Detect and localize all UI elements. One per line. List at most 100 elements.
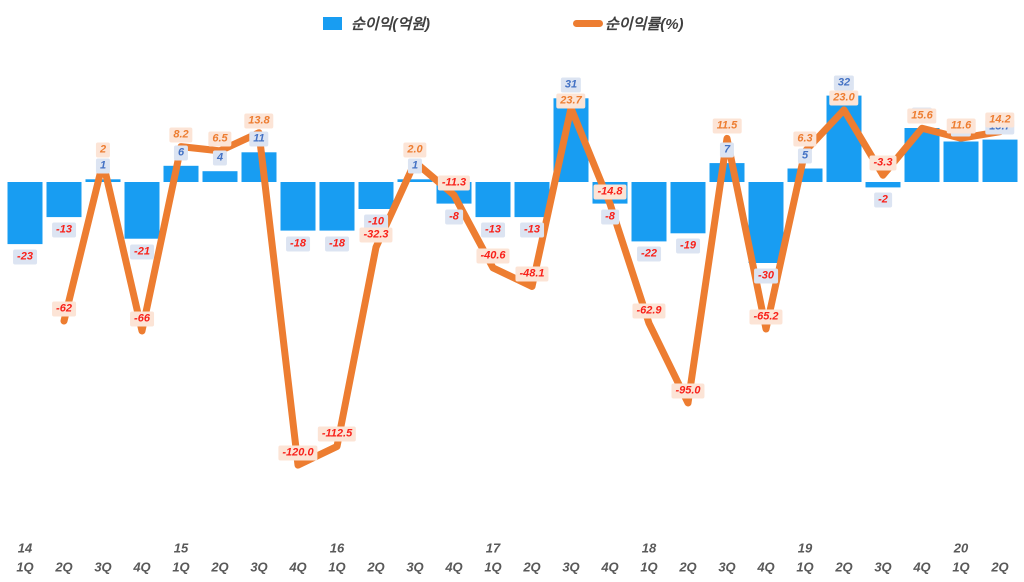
bar-label-9: -10 bbox=[364, 214, 388, 230]
axis-quarter-label: 3Q bbox=[874, 559, 892, 575]
axis-quarter-label: 4Q bbox=[913, 559, 931, 575]
margin-label-5: 6.5 bbox=[208, 131, 232, 147]
margin-label-16: -62.9 bbox=[632, 303, 666, 319]
bar-label-14: 31 bbox=[560, 77, 582, 93]
bar-7 bbox=[280, 182, 316, 231]
bar-label-21: 32 bbox=[833, 75, 855, 91]
margin-label-12: -40.6 bbox=[476, 248, 510, 264]
axis-quarter-label: 1Q bbox=[952, 559, 970, 575]
net-margin-legend-label: 순이익률(%) bbox=[605, 16, 684, 33]
axis-quarter-label: 1Q bbox=[640, 559, 658, 575]
axis-quarter-label: 2Q bbox=[835, 559, 853, 575]
bar-label-22: -2 bbox=[874, 192, 892, 208]
axis-quarter-label: 2Q bbox=[367, 559, 385, 575]
axis-quarter-label: 3Q bbox=[250, 559, 268, 575]
bar-label-2: 1 bbox=[95, 158, 111, 174]
bar-25 bbox=[982, 139, 1018, 182]
margin-label-1: -62 bbox=[52, 301, 76, 317]
bar-label-3: -21 bbox=[130, 244, 154, 260]
bar-label-7: -18 bbox=[286, 236, 310, 252]
axis-quarter-label: 4Q bbox=[601, 559, 619, 575]
axis-quarter-label: 4Q bbox=[133, 559, 151, 575]
bar-13 bbox=[514, 182, 550, 218]
margin-label-23: 15.6 bbox=[907, 108, 937, 124]
axis-year-label: 16 bbox=[329, 540, 345, 556]
margin-label-17: -95.0 bbox=[671, 383, 705, 399]
axis-year-label: 18 bbox=[641, 540, 657, 556]
axis-quarter-label: 1Q bbox=[172, 559, 190, 575]
margin-label-9: -32.3 bbox=[359, 227, 393, 243]
axis-quarter-label: 4Q bbox=[757, 559, 775, 575]
margin-label-8: -112.5 bbox=[317, 426, 357, 442]
bar-9 bbox=[358, 182, 394, 209]
bar-label-0: -23 bbox=[13, 249, 37, 265]
axis-quarter-label: 2Q bbox=[55, 559, 73, 575]
axis-quarter-label: 3Q bbox=[562, 559, 580, 575]
bar-5 bbox=[202, 171, 238, 182]
bar-label-10: 1 bbox=[407, 158, 423, 174]
margin-label-14: 23.7 bbox=[556, 93, 586, 109]
axis-quarter-label: 3Q bbox=[718, 559, 736, 575]
axis-year-label: 15 bbox=[173, 540, 189, 556]
margin-label-22: -3.3 bbox=[869, 155, 897, 171]
axis-quarter-label: 3Q bbox=[406, 559, 424, 575]
axis-quarter-label: 1Q bbox=[16, 559, 34, 575]
bar-10 bbox=[397, 179, 433, 182]
margin-label-24: 11.6 bbox=[946, 118, 976, 134]
axis-quarter-label: 2Q bbox=[679, 559, 697, 575]
bar-17 bbox=[670, 182, 706, 234]
margin-label-10: 2.0 bbox=[403, 142, 427, 158]
bar-2 bbox=[85, 179, 121, 182]
bar-label-11: -8 bbox=[445, 209, 463, 225]
margin-label-7: -120.0 bbox=[278, 445, 318, 461]
margin-label-11: -11.3 bbox=[437, 175, 471, 191]
bar-label-17: -19 bbox=[676, 238, 700, 254]
bar-label-4: 6 bbox=[173, 145, 189, 161]
margin-label-20: 6.3 bbox=[793, 131, 817, 147]
axis-year-label: 17 bbox=[485, 540, 501, 556]
bar-series-swatch-icon bbox=[323, 17, 342, 30]
margin-label-3: -66 bbox=[130, 311, 154, 327]
axis-quarter-label: 1Q bbox=[328, 559, 346, 575]
margin-label-4: 8.2 bbox=[169, 127, 193, 143]
bar-1 bbox=[46, 182, 82, 218]
bar-22 bbox=[865, 182, 901, 188]
margin-label-19: -65.2 bbox=[749, 309, 783, 325]
bar-label-12: -13 bbox=[481, 222, 505, 238]
bar-label-19: -30 bbox=[754, 268, 778, 284]
legend-item-net-margin: 순이익률(%) bbox=[573, 13, 684, 34]
axis-quarter-label: 4Q bbox=[289, 559, 307, 575]
axis-quarter-label: 2Q bbox=[523, 559, 541, 575]
margin-label-15: -14.8 bbox=[593, 184, 627, 200]
net-profit-legend-label: 순이익(억원) bbox=[351, 16, 430, 33]
margin-label-25: 14.2 bbox=[985, 112, 1015, 128]
axis-quarter-label: 1Q bbox=[796, 559, 814, 575]
bar-0 bbox=[7, 182, 43, 245]
bar-label-5: 4 bbox=[212, 150, 228, 166]
bar-8 bbox=[319, 182, 355, 231]
bar-19 bbox=[748, 182, 784, 263]
bar-label-18: 7 bbox=[719, 142, 735, 158]
line-series-swatch-icon bbox=[573, 20, 603, 27]
margin-label-13: -48.1 bbox=[515, 266, 549, 282]
axis-quarter-label: 2Q bbox=[991, 559, 1009, 575]
bar-24 bbox=[943, 141, 979, 182]
margin-label-18: 11.5 bbox=[712, 118, 742, 134]
margin-label-21: 23.0 bbox=[829, 90, 859, 106]
bar-label-20: 5 bbox=[797, 148, 813, 163]
bar-label-6: 11 bbox=[249, 131, 269, 147]
axis-quarter-label: 1Q bbox=[484, 559, 502, 575]
legend-item-net-profit: 순이익(억원) bbox=[323, 13, 430, 34]
margin-label-6: 13.8 bbox=[244, 113, 274, 129]
bar-label-13: -13 bbox=[520, 222, 544, 238]
axis-quarter-label: 3Q bbox=[94, 559, 112, 575]
bar-3 bbox=[124, 182, 160, 239]
bar-label-1: -13 bbox=[52, 222, 76, 238]
axis-quarter-label: 2Q bbox=[211, 559, 229, 575]
axis-year-label: 14 bbox=[17, 540, 33, 556]
bar-12 bbox=[475, 182, 511, 218]
margin-label-2: 2 bbox=[95, 142, 111, 158]
